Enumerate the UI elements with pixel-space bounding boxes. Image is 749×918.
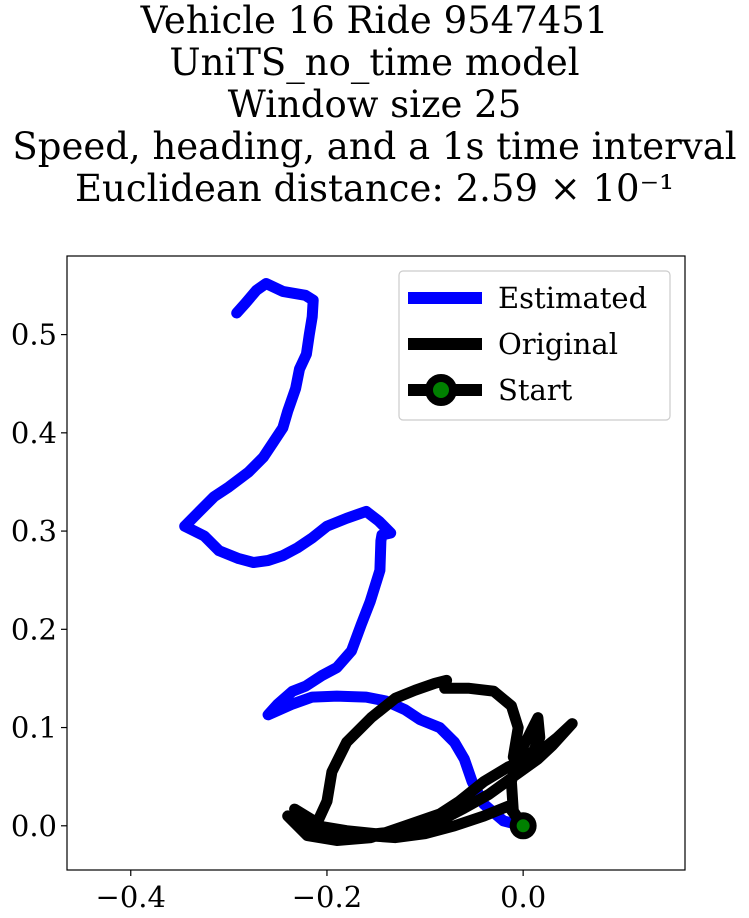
y-tick-label: 0.1	[11, 711, 57, 745]
series-line-original	[282, 674, 578, 846]
axis-ticks: −0.4 −0.2 0.0 0.0 0.1 0.2 0.3 0.4 0.5	[11, 318, 546, 914]
y-tick-label: 0.3	[11, 514, 57, 548]
y-tick-label: 0.4	[11, 416, 57, 450]
axes-frame	[66, 255, 686, 871]
legend: Estimated Original Start	[398, 270, 671, 421]
title-line-1: Vehicle 16 Ride 9547451	[140, 0, 609, 42]
legend-label-start: Start	[498, 373, 573, 407]
y-tick-label: 0.5	[11, 318, 57, 352]
y-tick-label: 0.0	[11, 809, 57, 843]
start-marker	[509, 812, 537, 840]
x-tick-label: 0.0	[500, 880, 546, 914]
plot-content	[179, 278, 578, 846]
legend-box	[398, 270, 671, 421]
title-line-5: Euclidean distance: 2.59 × 10⁻¹	[75, 167, 674, 210]
title-line-2: UniTS_no_time model	[169, 41, 580, 84]
series-line-estimated	[179, 278, 529, 832]
legend-swatch-start-marker	[425, 374, 457, 406]
legend-label-estimated: Estimated	[498, 281, 647, 315]
chart-title: Vehicle 16 Ride 9547451 UniTS_no_time mo…	[0, 0, 749, 210]
title-line-4: Speed, heading, and a 1s time interval	[12, 125, 737, 168]
y-tick-label: 0.2	[11, 612, 57, 646]
title-line-3: Window size 25	[227, 83, 522, 126]
x-tick-label: −0.2	[292, 880, 362, 914]
x-tick-label: −0.4	[96, 880, 166, 914]
legend-label-original: Original	[498, 327, 618, 361]
